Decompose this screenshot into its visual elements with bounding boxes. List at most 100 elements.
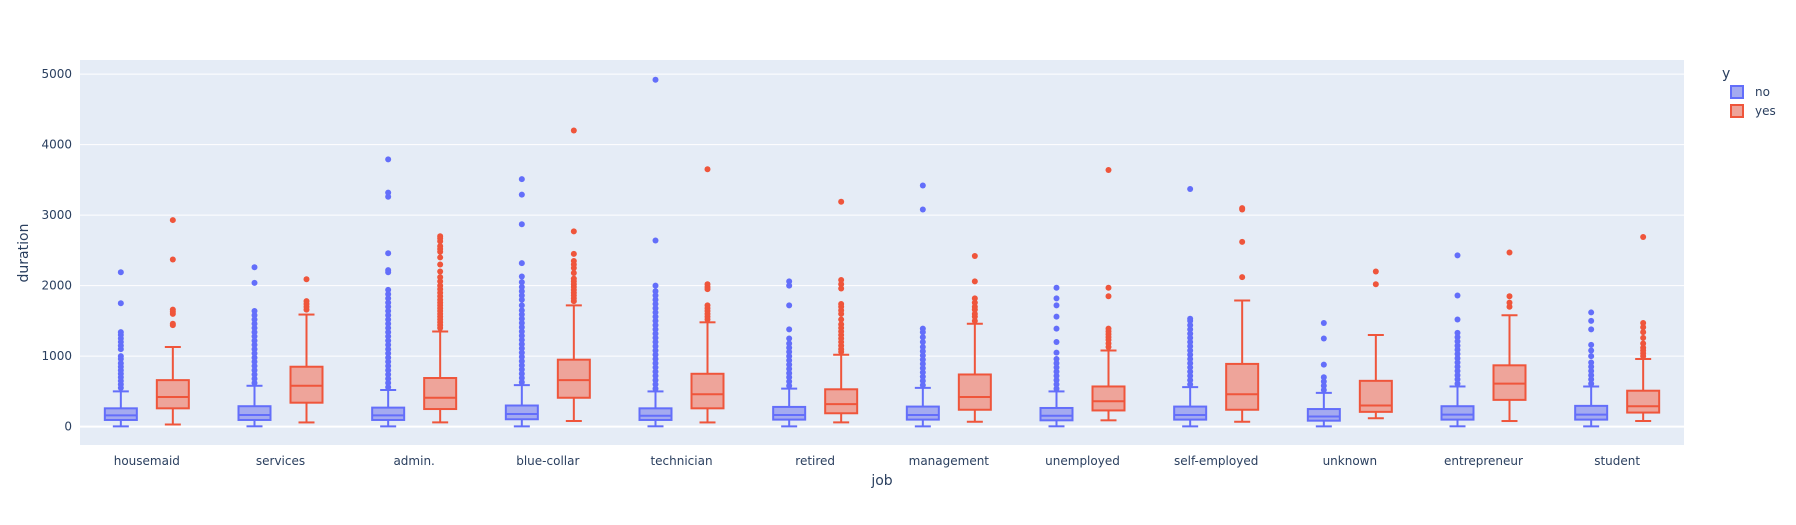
x-axis-title: job: [870, 473, 892, 489]
outlier-point: [437, 274, 444, 281]
box-yes-student: [1626, 233, 1661, 423]
outlier-point: [1187, 334, 1194, 341]
outlier-point: [1053, 295, 1060, 302]
outlier-point: [1187, 377, 1194, 384]
outlier-point: [919, 352, 926, 359]
box-yes-housemaid: [155, 217, 190, 426]
x-tick-label: technician: [650, 454, 712, 468]
outlier-point: [518, 349, 525, 356]
outlier-point: [1187, 186, 1194, 193]
iqr-box: [423, 377, 458, 411]
outlier-point: [518, 370, 525, 377]
outlier-point: [518, 341, 525, 348]
outlier-point: [437, 278, 444, 285]
outlier-point: [1053, 360, 1060, 367]
outlier-point: [1320, 382, 1327, 389]
iqr-box: [103, 407, 138, 421]
outlier-point: [652, 317, 659, 324]
x-tick-label: management: [909, 454, 990, 468]
outlier-point: [385, 291, 392, 298]
outlier-point: [971, 303, 978, 310]
box-no-technician: [638, 76, 673, 428]
outlier-point: [652, 385, 659, 392]
outlier-point: [518, 292, 525, 299]
outlier-point: [1506, 303, 1513, 310]
outlier-point: [1320, 320, 1327, 327]
outlier-point: [518, 260, 525, 267]
outlier-point: [1588, 363, 1595, 370]
outlier-point: [652, 347, 659, 354]
outlier-point: [1454, 351, 1461, 358]
outlier-point: [251, 333, 258, 340]
outlier-point: [1454, 367, 1461, 374]
outlier-point: [1053, 372, 1060, 379]
iqr-box: [1173, 405, 1208, 421]
outlier-point: [971, 295, 978, 302]
outlier-point: [518, 288, 525, 295]
x-tick-label: retired: [795, 454, 835, 468]
outlier-point: [518, 379, 525, 386]
outlier-point: [919, 334, 926, 341]
outlier-point: [652, 372, 659, 379]
outlier-point: [971, 317, 978, 324]
outlier-point: [117, 353, 124, 360]
outlier-point: [117, 269, 124, 276]
outlier-point: [437, 282, 444, 289]
outlier-point: [919, 377, 926, 384]
outlier-point: [1454, 338, 1461, 345]
y-tick-label: 3000: [41, 208, 72, 222]
outlier-point: [251, 379, 258, 386]
outlier-point: [1454, 334, 1461, 341]
outlier-point: [1187, 351, 1194, 358]
outlier-point: [570, 275, 577, 282]
outlier-point: [1320, 335, 1327, 342]
outlier-point: [251, 358, 258, 365]
outlier-point: [1053, 381, 1060, 388]
x-tick-label: self-employed: [1174, 454, 1258, 468]
outlier-point: [919, 348, 926, 355]
outlier-point: [1320, 387, 1327, 393]
outlier-point: [1588, 376, 1595, 383]
outlier-point: [1187, 315, 1194, 322]
outlier-point: [385, 156, 392, 163]
outlier-point: [704, 302, 711, 309]
outlier-point: [251, 279, 258, 286]
series-yes: [155, 127, 1661, 426]
outlier-point: [1187, 347, 1194, 354]
iqr-box: [155, 379, 190, 410]
outlier-point: [786, 326, 793, 333]
outlier-point: [786, 361, 793, 368]
box-no-admin.: [371, 156, 406, 428]
box-yes-technician: [690, 166, 725, 424]
outlier-point: [385, 308, 392, 315]
outlier-point: [251, 367, 258, 374]
box-yes-retired: [824, 198, 859, 424]
outlier-point: [704, 281, 711, 288]
outlier-point: [652, 288, 659, 295]
outlier-point: [1454, 292, 1461, 299]
outlier-point: [652, 330, 659, 337]
x-tick-label: housemaid: [114, 454, 180, 468]
y-tick-label: 2000: [41, 279, 72, 293]
box-yes-self-employed: [1225, 205, 1260, 423]
outlier-point: [385, 324, 392, 331]
outlier-point: [518, 345, 525, 352]
outlier-point: [652, 292, 659, 299]
iqr-box: [504, 404, 539, 421]
y-tick-labels: 0 1000 2000 3000 4000 5000: [41, 67, 72, 434]
outlier-point: [652, 305, 659, 312]
outlier-point: [1320, 361, 1327, 368]
x-tick-label: services: [256, 454, 305, 468]
outlier-point: [1588, 380, 1595, 387]
outlier-point: [1105, 293, 1112, 300]
outlier-point: [919, 382, 926, 389]
y-tick-label: 0: [64, 420, 72, 434]
x-tick-labels: housemaid services admin. blue-collar techni…: [114, 454, 1641, 468]
outlier-point: [1640, 344, 1647, 351]
outlier-point: [1454, 376, 1461, 383]
outlier-point: [1105, 167, 1112, 173]
outlier-point: [518, 315, 525, 322]
gridlines: [80, 73, 1684, 428]
outlier-point: [652, 343, 659, 350]
outlier-point: [385, 354, 392, 361]
